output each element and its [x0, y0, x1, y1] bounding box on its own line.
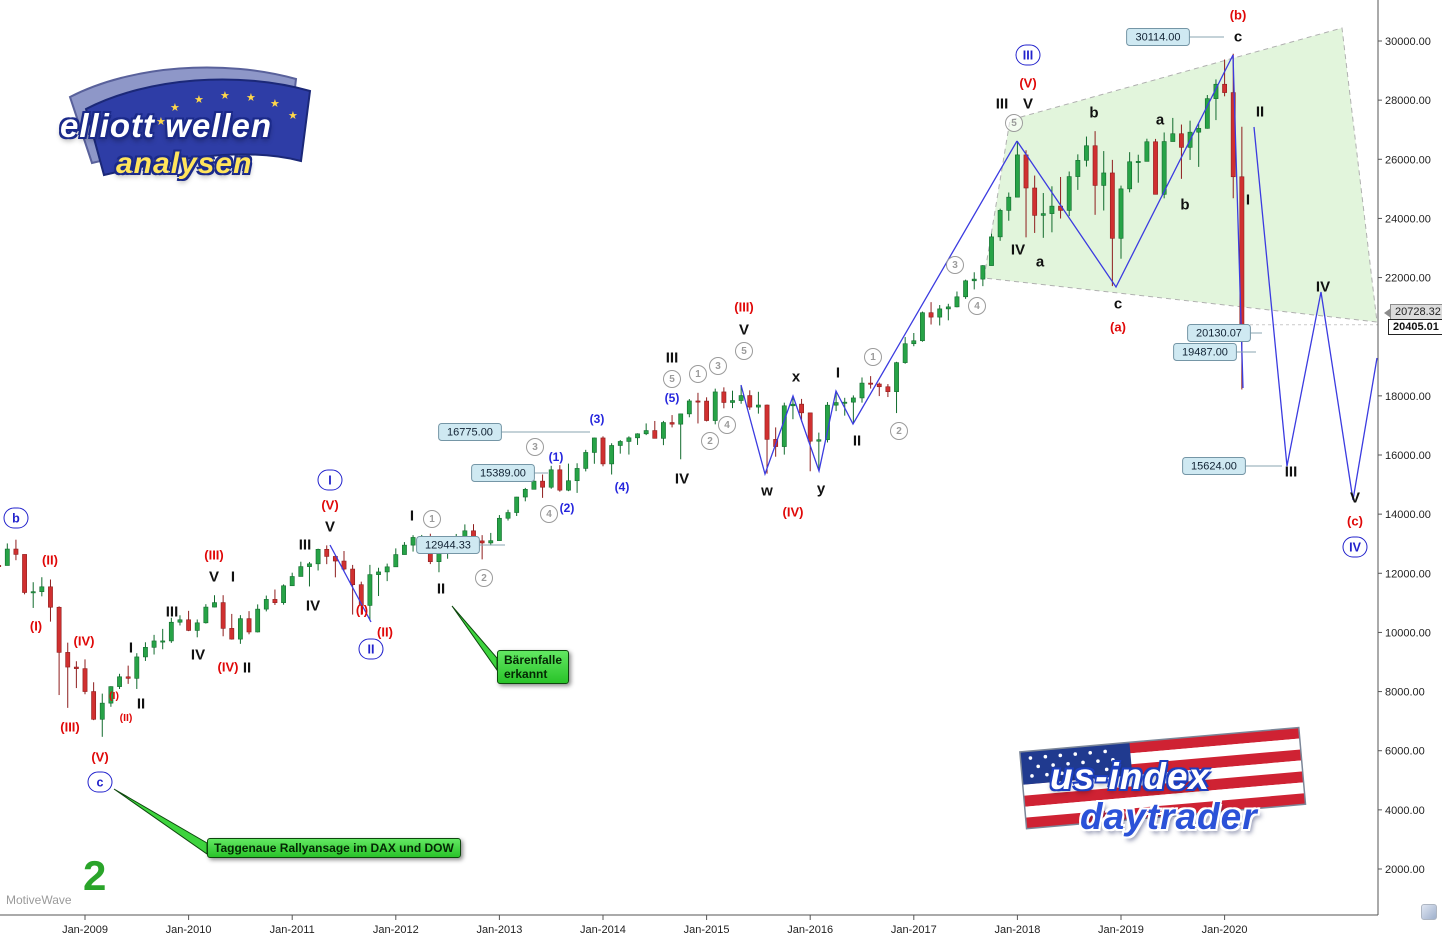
price-axis-label: 28000.00 — [1385, 95, 1431, 107]
candlestick-series — [0, 53, 1245, 737]
time-axis[interactable]: Jan-2009 Jan-2010 Jan-2011 Jan-2012 Jan-2013… — [0, 914, 1378, 936]
price-axis-label: 18000.00 — [1385, 391, 1431, 403]
daytrader-logo-text: daytrader — [1080, 796, 1258, 837]
elliott-wellen-logo: ★ ★ ★ ★ ★ ★ ★ ★ ★ elliott wellen analyse… — [52, 55, 362, 210]
bear-trap-callout-line2: erkannt — [504, 667, 548, 681]
price-axis-label: 22000.00 — [1385, 273, 1431, 285]
svg-text:★: ★ — [246, 92, 256, 104]
callout-pointer — [451, 605, 498, 672]
svg-text:★: ★ — [170, 102, 180, 114]
bear-trap-callout-line1: Bärenfalle — [504, 653, 563, 667]
price-axis-label: 24000.00 — [1385, 213, 1431, 225]
svg-text:★: ★ — [194, 94, 204, 106]
svg-text:★: ★ — [220, 90, 230, 102]
time-axis-label: Jan-2014 — [580, 924, 626, 936]
time-axis-label: Jan-2010 — [166, 924, 212, 936]
price-level-text: 12944.33 — [425, 540, 471, 552]
price-level-text: 20130.07 — [1196, 328, 1242, 340]
price-axis-label: 2000.00 — [1385, 864, 1425, 876]
elliott-logo-text: elliott wellen — [60, 107, 273, 144]
price-level-text: 15624.00 — [1191, 461, 1237, 473]
time-axis-label: Jan-2009 — [62, 924, 108, 936]
time-axis-label: Jan-2016 — [787, 924, 833, 936]
us-index-logo-text: us-index — [1050, 756, 1211, 797]
diagonal-wedge-overlay — [983, 27, 1378, 323]
bid-price-tag: 20728.32 — [1384, 304, 1442, 321]
svg-text:★: ★ — [288, 110, 298, 122]
time-axis-label: Jan-2012 — [373, 924, 419, 936]
price-level-text: 19487.00 — [1182, 347, 1228, 359]
price-level-text: 30114.00 — [1135, 32, 1180, 44]
elliott-wave-lines — [329, 54, 1378, 623]
svg-text:★: ★ — [262, 116, 272, 128]
price-axis-label: 6000.00 — [1385, 746, 1425, 758]
us-flag-graphic — [1019, 726, 1307, 830]
time-axis-label: Jan-2015 — [684, 924, 730, 936]
price-axis-label: 10000.00 — [1385, 627, 1431, 639]
time-axis-label: Jan-2020 — [1202, 924, 1248, 936]
price-axis[interactable]: 30000.00 28000.00 26000.00 24000.00 22000.00… — [1377, 0, 1431, 915]
us-index-daytrader-logo: us-index daytrader — [998, 722, 1338, 862]
time-axis-label: Jan-2011 — [270, 924, 315, 936]
analysen-logo-text: analysen — [116, 147, 253, 180]
price-level-labels: 12944.33 15389.00 16775.00 30114.00 20130.07… — [416, 28, 1282, 554]
price-axis-label: 30000.00 — [1385, 36, 1431, 48]
price-axis-label: 12000.00 — [1385, 568, 1431, 580]
motivewave-icon — [1421, 904, 1437, 920]
time-axis-label: Jan-2017 — [891, 924, 937, 936]
callout-pointer — [113, 788, 208, 855]
price-axis-label: 14000.00 — [1385, 509, 1431, 521]
svg-text:★: ★ — [156, 116, 166, 128]
motivewave-credit: MotiveWave — [6, 893, 72, 907]
price-level-text: 15389.00 — [480, 468, 526, 480]
rally-call-callout: Taggenaue Rallyansage im DAX und DOW — [207, 838, 461, 858]
eu-flag-graphic: ★ ★ ★ ★ ★ ★ ★ ★ ★ — [68, 66, 312, 177]
time-axis-label: Jan-2019 — [1098, 924, 1144, 936]
time-axis-label: Jan-2018 — [994, 924, 1040, 936]
price-axis-label: 8000.00 — [1385, 687, 1425, 699]
time-axis-label: Jan-2013 — [476, 924, 522, 936]
price-axis-label: 16000.00 — [1385, 450, 1431, 462]
price-level-text: 16775.00 — [447, 427, 493, 439]
price-axis-label: 26000.00 — [1385, 154, 1431, 166]
svg-text:★: ★ — [270, 98, 280, 110]
wave-2-marker: 2 — [83, 852, 107, 899]
svg-text:★: ★ — [182, 118, 192, 130]
bear-trap-callout: Bärenfalle erkannt — [497, 650, 570, 684]
last-price-tag: 20405.01 — [1388, 318, 1442, 335]
price-axis-label: 4000.00 — [1385, 805, 1425, 817]
